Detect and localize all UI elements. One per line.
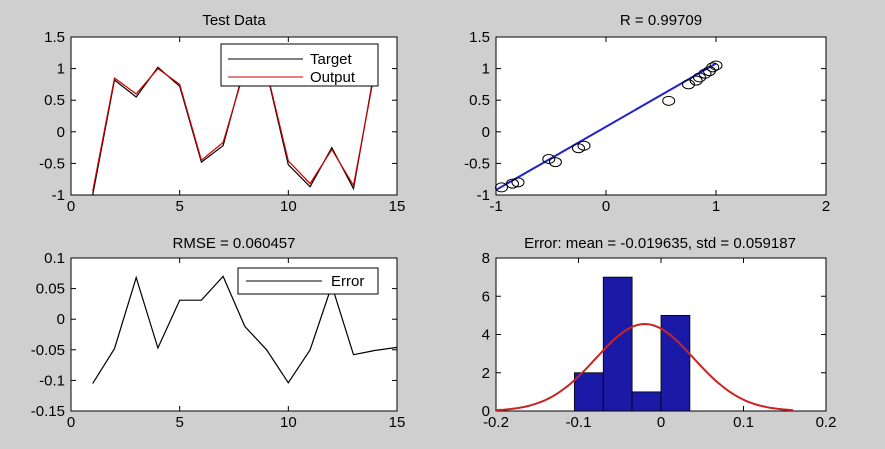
scatter-point xyxy=(662,95,676,106)
y-tick-label: 0 xyxy=(57,311,65,328)
plot-title: RMSE = 0.060457 xyxy=(173,235,296,252)
fit-line xyxy=(495,62,717,191)
x-tick-label: 5 xyxy=(175,414,183,431)
y-tick-label: 6 xyxy=(482,288,490,305)
y-tick-label: -0.5 xyxy=(39,155,65,172)
y-tick-label: 1 xyxy=(57,61,65,78)
x-tick-label: 0.2 xyxy=(816,414,837,431)
scatter-point xyxy=(548,157,562,168)
series-line-output xyxy=(92,67,376,192)
tick-labels: 0 5 10 15 -0.15 -0.1 -0.05 0 0.05 0.1 xyxy=(31,250,406,431)
legend-box xyxy=(220,43,379,87)
legend: Error xyxy=(237,267,379,295)
plot-error-histogram: Error: mean = -0.019635, std = 0.059187 … xyxy=(482,235,837,431)
y-tick-label: -0.1 xyxy=(39,372,65,389)
y-tick-label: -1 xyxy=(52,187,65,204)
normal-fit-curve xyxy=(495,322,794,412)
scatter-point xyxy=(698,68,712,79)
series-line-error xyxy=(92,275,398,384)
histogram-bar xyxy=(602,276,633,412)
x-tick-label: 1 xyxy=(712,198,720,215)
y-tick-label: -0.05 xyxy=(31,342,65,359)
legend-label-output: Output xyxy=(310,69,356,86)
x-tick-label: 0 xyxy=(602,198,610,215)
plot-title: R = 0.99709 xyxy=(620,12,702,29)
scatter-point xyxy=(542,153,556,164)
axes-background xyxy=(495,36,827,196)
x-tick-label: 10 xyxy=(280,414,297,431)
series-lines xyxy=(92,275,398,384)
y-tick-label: 0 xyxy=(57,124,65,141)
y-tick-label: 0.1 xyxy=(44,250,65,267)
y-tick-label: -1 xyxy=(477,187,490,204)
x-tick-label: 15 xyxy=(389,414,406,431)
x-tick-label: 5 xyxy=(175,198,183,215)
scatter-point xyxy=(506,178,519,189)
y-tick-label: -0.15 xyxy=(31,403,65,420)
x-tick-label: 15 xyxy=(389,198,406,215)
scatter-point xyxy=(689,75,703,86)
x-tick-label: -0.2 xyxy=(483,414,509,431)
x-tick-label: 10 xyxy=(280,198,297,215)
y-tick-label: 0.5 xyxy=(469,92,490,109)
scatter-point xyxy=(511,177,525,188)
y-tick-label: 0.05 xyxy=(36,281,65,298)
scatter-point xyxy=(706,62,720,73)
y-tick-label: 1.5 xyxy=(469,29,490,46)
plot-test-data: Test Data 0 5 10 15 -1 -0.5 0 0.5 1 1.5 Target Ou… xyxy=(39,12,405,215)
scatter-point xyxy=(682,79,695,90)
legend-label-target: Target xyxy=(310,51,353,68)
tick-labels: -1 0 1 2 -1 -0.5 0 0.5 1 1.5 xyxy=(464,29,830,215)
y-tick-label: 1 xyxy=(482,61,490,78)
scatter-point xyxy=(709,60,723,71)
x-tick-label: 0 xyxy=(67,198,75,215)
x-tick-label: 2 xyxy=(822,198,830,215)
series-lines xyxy=(92,64,376,196)
x-tick-label: 0.1 xyxy=(733,414,754,431)
y-tick-label: 1.5 xyxy=(44,29,65,46)
plot-title: Error: mean = -0.019635, std = 0.059187 xyxy=(524,235,796,252)
histogram-bar xyxy=(573,372,604,412)
y-tick-label: 0 xyxy=(482,403,490,420)
y-tick-label: -0.5 xyxy=(464,155,490,172)
scatter-point xyxy=(495,182,508,193)
plot-rmse: RMSE = 0.060457 0 5 10 15 -0.15 -0.1 -0.05 0 0.0… xyxy=(31,235,406,431)
histogram-bar xyxy=(631,391,662,412)
plot-regression: R = 0.99709 -1 0 1 2 -1 -0.5 0 0.5 1 1.5 xyxy=(464,12,830,215)
x-tick-label: 0 xyxy=(67,414,75,431)
normal-fit-line xyxy=(495,322,794,412)
histogram-bar xyxy=(660,314,691,412)
x-tick-label: -1 xyxy=(489,198,502,215)
plot-title: Test Data xyxy=(202,12,266,29)
x-tick-label: -0.1 xyxy=(566,414,592,431)
scatter-point xyxy=(577,140,591,151)
scatter-marks xyxy=(495,60,723,193)
y-tick-label: 2 xyxy=(482,365,490,382)
y-tick-label: 0.5 xyxy=(44,92,65,109)
y-tick-label: 4 xyxy=(482,327,490,344)
x-tick-label: 0 xyxy=(657,414,665,431)
y-tick-label: 0 xyxy=(482,124,490,141)
y-tick-label: 8 xyxy=(482,250,490,267)
legend-label-error: Error xyxy=(331,273,364,290)
tick-labels: 0 5 10 15 -1 -0.5 0 0.5 1 1.5 xyxy=(39,29,405,215)
legend: Target Output xyxy=(220,43,379,87)
tick-labels: -0.2 -0.1 0 0.1 0.2 0 2 4 6 8 xyxy=(482,250,837,431)
